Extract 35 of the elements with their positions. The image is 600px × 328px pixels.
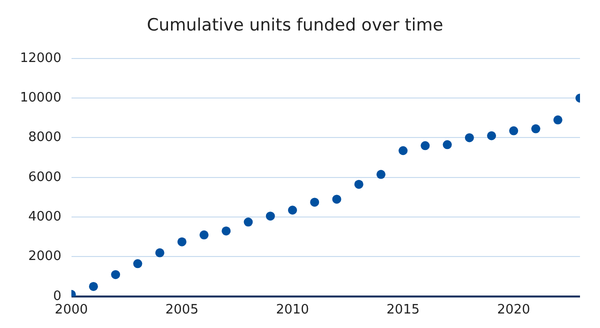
point: [200, 230, 209, 240]
point: [420, 141, 430, 150]
point: [177, 237, 186, 246]
y-tick-label: 4000: [28, 209, 62, 224]
point: [88, 282, 98, 291]
point: [266, 212, 275, 221]
chart-title: Cumulative units funded over time: [146, 16, 444, 36]
x-tick-label: 2010: [276, 302, 310, 318]
x-tick-label: 2015: [386, 302, 420, 318]
point: [244, 218, 253, 227]
point: [376, 170, 386, 179]
point: [487, 131, 496, 140]
point: [288, 206, 298, 215]
point: [332, 194, 342, 204]
y-tick-label: 12000: [20, 50, 62, 66]
point: [531, 124, 540, 134]
x-tick-label: 2000: [54, 302, 88, 318]
point: [553, 115, 562, 124]
y-tick-label: 0: [53, 288, 62, 304]
y-tick-label: 2000: [28, 249, 62, 264]
point: [111, 270, 120, 280]
x-tick-label: 2020: [497, 302, 530, 318]
point: [354, 180, 364, 189]
point: [133, 259, 142, 268]
point: [509, 126, 518, 136]
point: [398, 146, 408, 156]
point: [442, 140, 452, 150]
y-tick-label: 8000: [28, 130, 62, 146]
point: [222, 226, 231, 236]
point: [310, 198, 320, 207]
point: [464, 133, 474, 142]
y-tick-label: 10000: [20, 90, 62, 106]
x-tick-label: 2005: [165, 302, 198, 318]
point: [155, 248, 164, 258]
y-tick-label: 6000: [28, 170, 62, 185]
